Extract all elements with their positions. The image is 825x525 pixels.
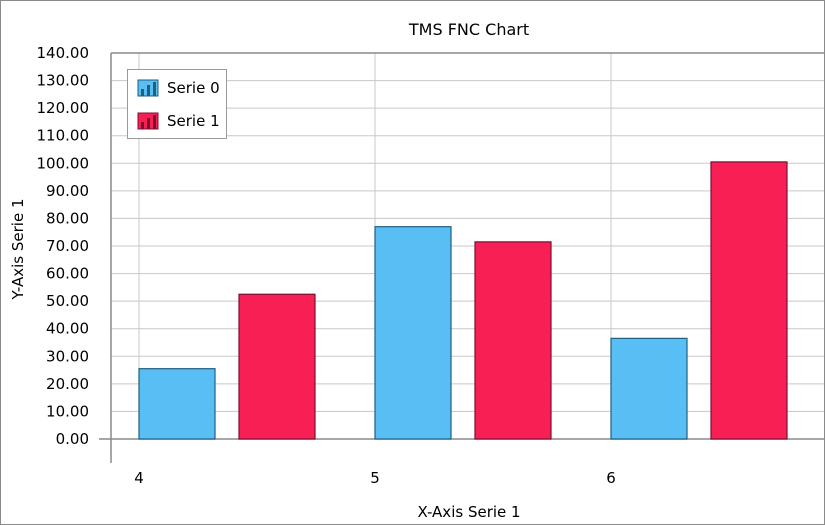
legend-label-serie-0: Serie 0 — [167, 79, 220, 97]
y-axis-label: Y-Axis Serie 1 — [9, 199, 27, 301]
y-tick-label: 30.00 — [46, 347, 89, 365]
y-axis-ticks: 0.00 10.00 20.00 30.00 40.00 50.00 60.00 70.00 8… — [37, 44, 90, 448]
x-tick-label: 4 — [134, 469, 144, 487]
x-axis-label: X-Axis Serie 1 — [417, 503, 520, 521]
x-axis-ticks: 4 5 6 — [134, 469, 616, 487]
bar-serie-1-6 — [710, 161, 788, 440]
bar-serie-0-6 — [610, 337, 688, 440]
y-tick-label: 100.00 — [37, 154, 90, 172]
y-tick-label: 140.00 — [37, 44, 90, 62]
y-tick-label: 40.00 — [46, 320, 89, 338]
grid-lines — [99, 52, 824, 463]
y-tick-label: 90.00 — [46, 182, 89, 200]
y-tick-label: 10.00 — [46, 402, 89, 420]
bar-serie-1-4 — [238, 293, 316, 440]
legend-item-serie-1: Serie 1 — [137, 111, 226, 131]
serie-0-bar-icon — [137, 79, 159, 97]
bar-serie-1-5 — [474, 241, 552, 440]
y-tick-label: 80.00 — [46, 209, 89, 227]
x-tick-label: 6 — [606, 469, 616, 487]
serie-1-bar-icon — [137, 112, 159, 130]
y-tick-label: 20.00 — [46, 375, 89, 393]
legend-label-serie-1: Serie 1 — [167, 112, 220, 130]
legend-item-serie-0: Serie 0 — [137, 78, 226, 98]
y-tick-label: 0.00 — [56, 430, 89, 448]
bar-serie-0-4 — [138, 368, 216, 440]
y-tick-label: 110.00 — [37, 127, 90, 145]
y-tick-label: 60.00 — [46, 265, 89, 283]
y-tick-label: 70.00 — [46, 237, 89, 255]
bars — [138, 161, 788, 440]
bar-serie-0-5 — [374, 226, 452, 440]
chart-title: TMS FNC Chart — [408, 20, 529, 39]
chart-legend: Serie 0 Serie 1 — [127, 69, 227, 139]
x-tick-label: 5 — [370, 469, 380, 487]
y-tick-label: 130.00 — [37, 72, 90, 90]
y-tick-label: 50.00 — [46, 292, 89, 310]
y-tick-label: 120.00 — [37, 99, 90, 117]
